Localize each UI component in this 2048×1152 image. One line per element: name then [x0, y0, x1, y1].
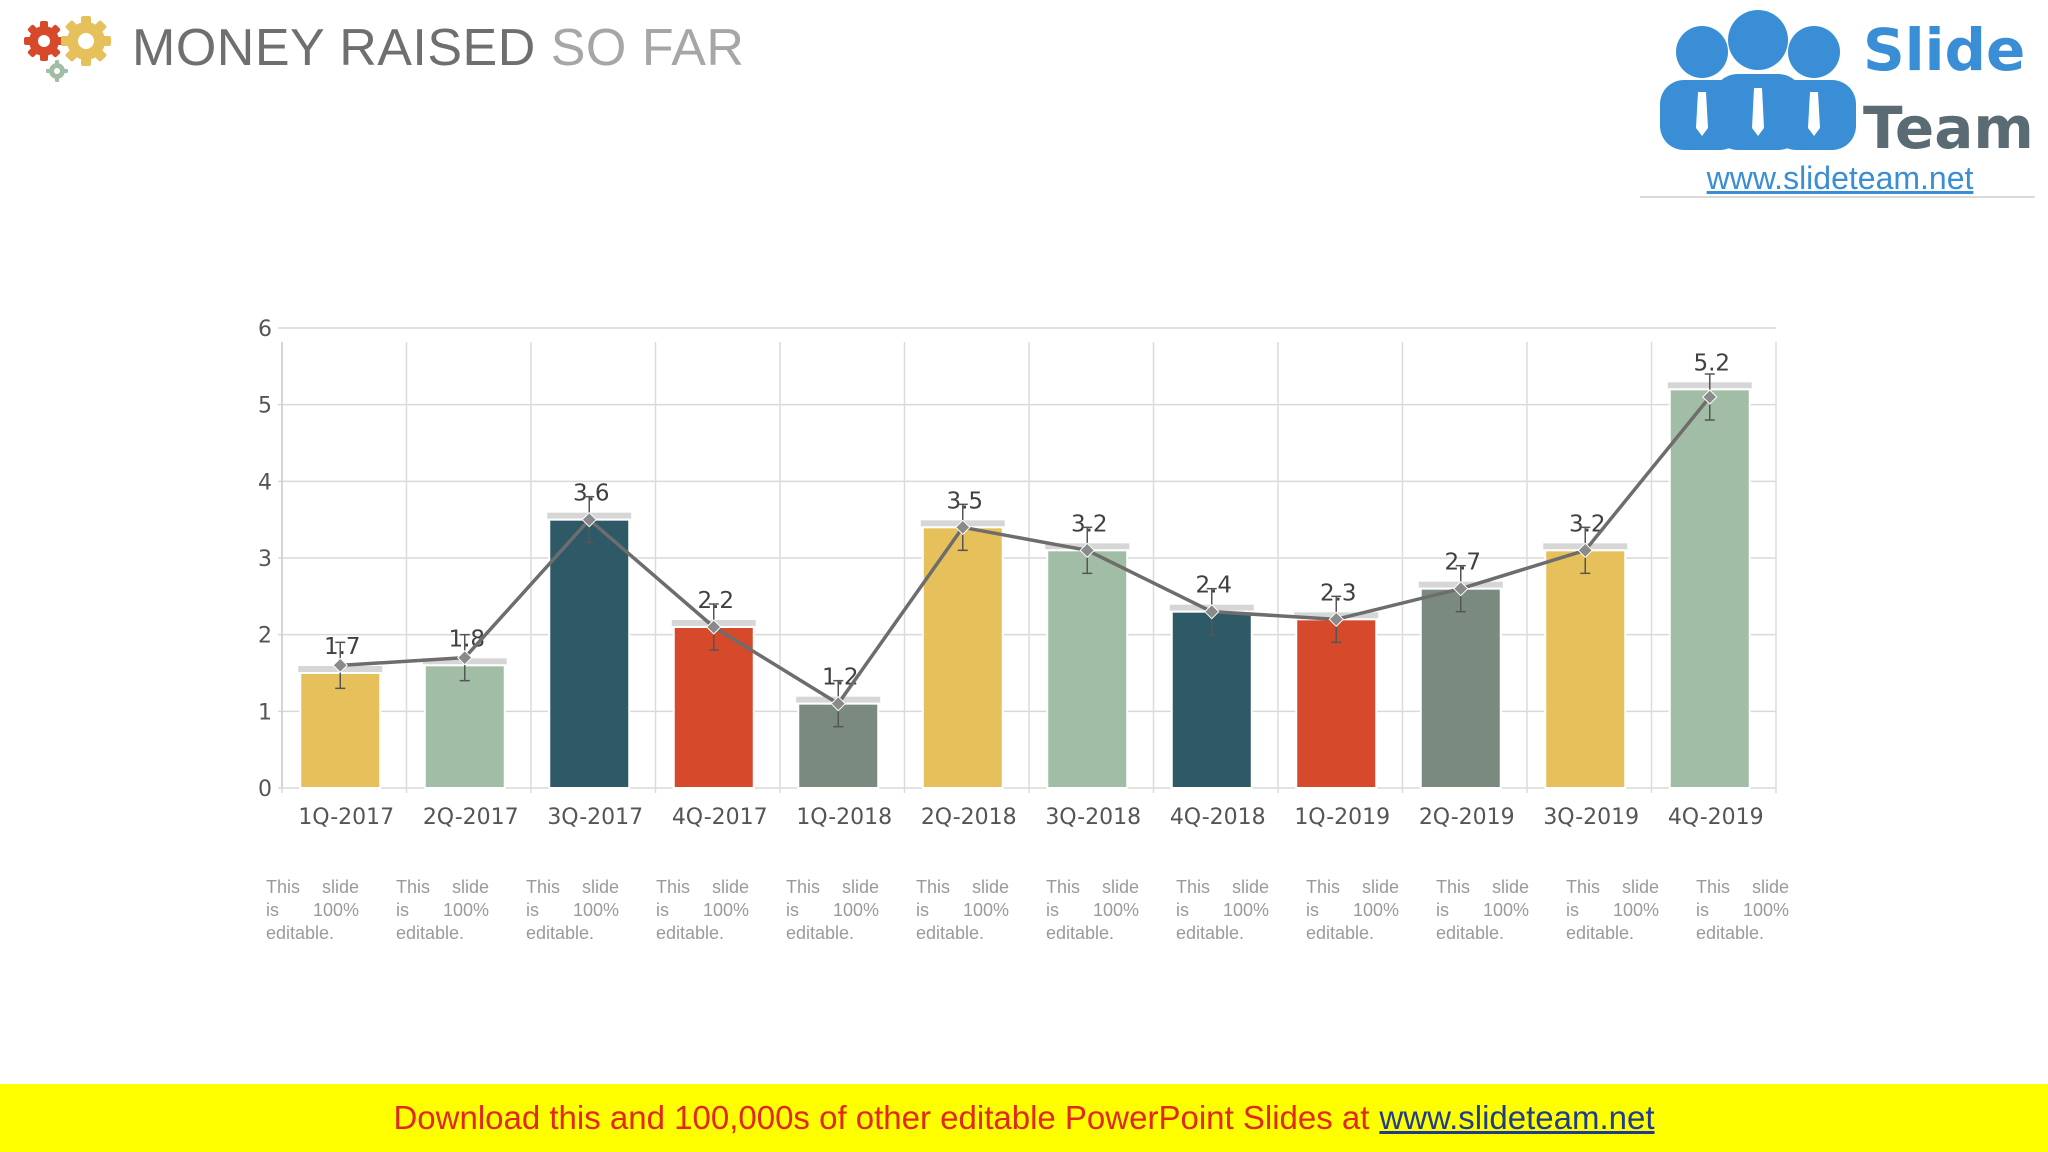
trend-marker: [830, 695, 846, 712]
data-label: 1.7: [324, 634, 361, 660]
bar: [921, 526, 1004, 789]
logo-word-slide: Slide: [1863, 16, 2025, 84]
bar: [1295, 618, 1378, 789]
logo-word-team: Team: [1863, 94, 2034, 162]
trend-line: [340, 395, 1712, 706]
bar: [672, 626, 755, 789]
data-label: 3.2: [1071, 511, 1108, 537]
trend-marker: [1204, 603, 1220, 620]
caption-text: This slide is 100% editable.: [1436, 877, 1529, 943]
x-tick-label: 3Q-2018: [1045, 805, 1141, 830]
footer-text: Download this and 100,000s of other edit…: [393, 1099, 1370, 1136]
x-tick-label: 3Q-2019: [1543, 805, 1639, 830]
caption-text: This slide is 100% editable.: [526, 877, 619, 943]
title-main: MONEY RAISED: [132, 19, 536, 77]
data-label: 5.2: [1693, 350, 1730, 376]
bar: [1544, 549, 1627, 789]
trend-marker: [1702, 389, 1718, 405]
caption-text: This slide is 100% editable.: [1306, 877, 1399, 943]
y-tick-label: 1: [258, 700, 272, 725]
bar: [548, 518, 631, 790]
y-tick-label: 5: [258, 394, 272, 419]
data-label: 2.7: [1444, 550, 1481, 576]
x-tick-label: 2Q-2017: [423, 805, 519, 830]
gears-icon: [24, 16, 111, 82]
x-tick-label: 2Q-2018: [921, 805, 1017, 830]
caption-text: This slide is 100% editable.: [1566, 877, 1659, 943]
y-tick-label: 3: [258, 547, 272, 572]
logo-url-link[interactable]: www.slideteam.net: [1706, 160, 1974, 196]
caption-text: This slide is 100% editable.: [656, 877, 749, 943]
trend-marker: [1328, 611, 1344, 628]
caption-text: This slide is 100% editable.: [1046, 877, 1139, 943]
x-tick-label: 4Q-2018: [1170, 805, 1266, 830]
y-tick-label: 0: [258, 777, 272, 802]
data-label: 2.3: [1320, 580, 1357, 606]
x-tick-label: 1Q-2017: [298, 805, 394, 830]
trend-marker: [457, 649, 473, 666]
caption-text: This slide is 100% editable.: [1696, 877, 1789, 943]
footer-link[interactable]: www.slideteam.net: [1379, 1099, 1655, 1136]
bar: [423, 664, 506, 789]
trend-marker: [1453, 580, 1469, 597]
slideteam-logo: Slide Team: [1660, 10, 2034, 162]
trend-marker: [955, 519, 971, 536]
data-label: 2.4: [1195, 573, 1232, 599]
x-tick-label: 1Q-2019: [1294, 805, 1390, 830]
caption-text: This slide is 100% editable.: [1176, 877, 1269, 943]
y-tick-label: 2: [258, 624, 272, 649]
x-tick-label: 2Q-2019: [1419, 805, 1515, 830]
x-tick-label: 4Q-2019: [1668, 805, 1764, 830]
trend-marker: [581, 511, 597, 528]
download-banner: Download this and 100,000s of other edit…: [0, 1084, 2048, 1152]
bar: [1170, 610, 1253, 790]
x-tick-label: 4Q-2017: [672, 805, 768, 830]
bar: [1046, 549, 1129, 789]
bar: [1668, 388, 1751, 789]
page-title: MONEY RAISED SO FAR: [132, 18, 744, 78]
caption-text: This slide is 100% editable.: [786, 877, 879, 943]
y-tick-label: 6: [258, 317, 272, 342]
trend-marker: [332, 657, 348, 674]
data-label: 1.2: [822, 665, 859, 691]
data-label: 2.2: [697, 588, 734, 614]
bar: [299, 672, 382, 789]
title-light: SO FAR: [550, 19, 745, 77]
trend-marker: [1079, 542, 1095, 559]
caption-text: This slide is 100% editable.: [916, 877, 1009, 943]
data-label: 3.5: [946, 488, 983, 514]
data-label: 3.6: [573, 481, 610, 507]
caption-text: This slide is 100% editable.: [266, 877, 359, 943]
caption-text: This slide is 100% editable.: [396, 877, 489, 943]
x-tick-label: 3Q-2017: [547, 805, 643, 830]
slide-header: MONEY RAISED SO FAR: [24, 16, 744, 82]
x-tick-label: 1Q-2018: [796, 805, 892, 830]
trend-marker: [706, 619, 722, 635]
trend-marker: [1577, 542, 1593, 559]
y-tick-label: 4: [258, 470, 272, 495]
logo-divider: [1640, 196, 2035, 198]
bar: [1419, 587, 1502, 790]
